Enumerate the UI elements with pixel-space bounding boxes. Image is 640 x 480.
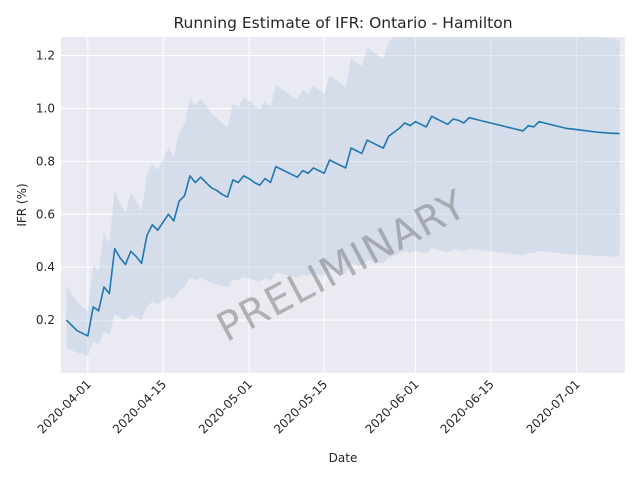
y-tick-label: 0.8 bbox=[36, 154, 55, 168]
y-tick-label: 1.0 bbox=[36, 101, 55, 115]
confidence-band bbox=[66, 37, 620, 356]
y-axis-label: IFR (%) bbox=[15, 183, 29, 226]
y-tick-label: 0.2 bbox=[36, 313, 55, 327]
plot-area bbox=[61, 37, 625, 373]
x-tick-label: 2020-07-01 bbox=[524, 377, 583, 436]
x-tick-label: 2020-05-01 bbox=[196, 377, 255, 436]
grid-lines bbox=[61, 37, 625, 373]
y-tick-label: 0.6 bbox=[36, 207, 55, 221]
y-tick-label: 0.4 bbox=[36, 260, 55, 274]
chart-title: Running Estimate of IFR: Ontario - Hamil… bbox=[173, 14, 512, 32]
x-tick-label: 2020-06-15 bbox=[438, 377, 497, 436]
x-tick-labels: 2020-04-01 2020-04-15 2020-05-01 2020-05-15… bbox=[35, 377, 583, 436]
y-tick-labels: 0.2 0.4 0.6 0.8 1.0 1.2 bbox=[36, 49, 55, 328]
x-tick-label: 2020-06-01 bbox=[362, 377, 421, 436]
y-tick-label: 1.2 bbox=[36, 49, 55, 63]
ifr-line bbox=[65, 115, 620, 337]
x-axis-label: Date bbox=[329, 451, 358, 465]
x-tick-label: 2020-04-15 bbox=[110, 377, 169, 436]
x-tick-label: 2020-04-01 bbox=[35, 377, 94, 436]
x-tick-label: 2020-05-15 bbox=[271, 377, 330, 436]
